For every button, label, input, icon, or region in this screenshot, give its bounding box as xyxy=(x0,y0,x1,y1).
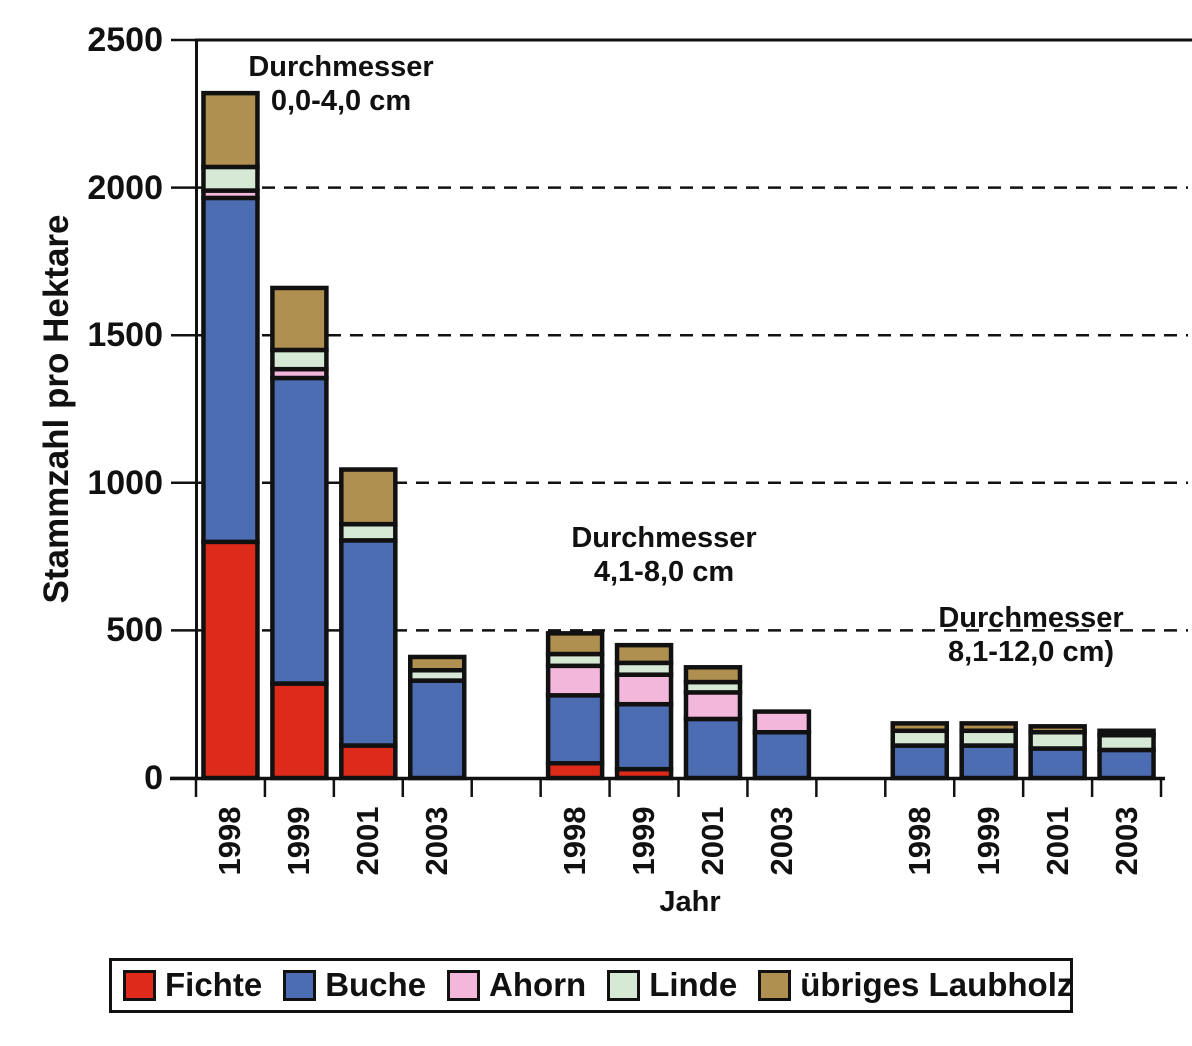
group-annotation-line: 4,1-8,0 cm xyxy=(593,556,735,588)
legend-item-ahorn: Ahorn xyxy=(447,968,586,1003)
bar-segment-buche xyxy=(614,701,674,772)
bar-segment-übriges-laubholz xyxy=(683,665,743,685)
x-tick-label-year: 1998 xyxy=(212,806,248,876)
bar-segment-buche xyxy=(959,743,1018,781)
bar-segment-ahorn xyxy=(752,709,812,735)
bar-segment-fichte xyxy=(339,743,398,781)
legend-swatch-fichte xyxy=(123,970,156,1001)
y-tick-label: 2500 xyxy=(87,21,163,59)
bar-segment-linde xyxy=(201,164,260,193)
legend-label: Fichte xyxy=(165,966,263,1003)
legend-item-übriges-laubholz: übriges Laubholz xyxy=(758,968,1073,1003)
bar-segment-ahorn xyxy=(614,672,674,707)
group-annotation-line: 8,1-12,0 cm) xyxy=(947,636,1115,668)
bar-segment-übriges-laubholz xyxy=(408,654,467,673)
bar-segment-übriges-laubholz xyxy=(1097,728,1156,738)
bar-segment-buche xyxy=(408,678,467,781)
bar-segment-ahorn xyxy=(683,690,743,722)
group-annotation-1: Durchmesser 0,0-4,0 cm xyxy=(171,50,511,118)
bar-segment-linde xyxy=(270,347,329,372)
bar-segment-buche xyxy=(1097,747,1156,781)
y-tick-label: 0 xyxy=(144,759,163,797)
x-tick-label-year: 2001 xyxy=(1039,806,1075,876)
bar-segment-linde xyxy=(339,521,398,543)
group-annotation-line: Durchmesser xyxy=(248,51,434,83)
y-tick-label: 2000 xyxy=(87,168,163,207)
legend-label: Linde xyxy=(649,966,738,1003)
bar-segment-übriges-laubholz xyxy=(614,642,674,666)
legend-swatch-ahorn xyxy=(447,970,481,1001)
bar-segment-buche xyxy=(201,195,260,545)
x-tick-label-year: 2003 xyxy=(763,806,799,876)
bar-segment-übriges-laubholz xyxy=(890,721,950,734)
legend-swatch-übriges-laubholz xyxy=(758,970,792,1001)
x-axis-title: Jahr xyxy=(659,886,721,918)
bar-segment-fichte xyxy=(270,681,329,781)
y-tick-label: 500 xyxy=(106,611,163,650)
y-tick-label: 1500 xyxy=(87,316,163,355)
x-tick-label-year: 1998 xyxy=(557,806,593,876)
x-tick-label-year: 2001 xyxy=(694,806,730,876)
bar-segment-buche xyxy=(683,716,743,781)
x-tick-label-year: 2003 xyxy=(419,806,455,876)
legend: Fichte Buche Ahorn Linde übriges Laubholz xyxy=(109,958,1073,1013)
legend-label: Ahorn xyxy=(489,966,587,1003)
bar-segment-linde xyxy=(1028,729,1087,751)
x-tick-label-year: 1999 xyxy=(626,806,662,876)
legend-swatch-buche xyxy=(283,970,317,1001)
bar-segment-übriges-laubholz xyxy=(545,631,605,657)
legend-label: übriges Laubholz xyxy=(800,966,1074,1003)
bar-segment-buche xyxy=(545,693,605,766)
bar-segment-ahorn xyxy=(545,663,605,698)
bar-segment-übriges-laubholz xyxy=(959,721,1018,734)
bar-segment-fichte xyxy=(201,539,260,781)
group-annotation-line: 0,0-4,0 cm xyxy=(270,85,412,117)
bar-segment-übriges-laubholz xyxy=(270,285,329,353)
bar-segment-buche xyxy=(752,729,812,781)
legend-item-linde: Linde xyxy=(607,968,737,1003)
x-tick-label-year: 1999 xyxy=(281,806,317,876)
bar-segment-übriges-laubholz xyxy=(201,90,260,170)
legend-item-buche: Buche xyxy=(283,968,426,1003)
x-tick-label-year: 1999 xyxy=(970,806,1006,876)
legend-swatch-linde xyxy=(607,970,641,1001)
bar-segment-übriges-laubholz xyxy=(1028,724,1087,735)
group-annotation-line: Durchmesser xyxy=(571,522,757,554)
y-tick-label: 1000 xyxy=(87,463,163,502)
x-tick-label-year: 2001 xyxy=(350,806,386,876)
legend-label: Buche xyxy=(325,966,427,1003)
bar-segment-übriges-laubholz xyxy=(339,467,398,527)
x-tick-label-year: 2003 xyxy=(1108,806,1144,876)
y-axis-title: Stammzahl pro Hektare xyxy=(37,214,76,604)
x-tick-label-year: 1998 xyxy=(901,806,937,876)
bar-segment-buche xyxy=(1028,746,1087,781)
group-annotation-line: Durchmesser xyxy=(938,602,1124,634)
bar-segment-buche xyxy=(890,743,950,781)
legend-item-fichte: Fichte xyxy=(123,968,262,1003)
bar-segment-buche xyxy=(339,538,398,748)
bar-segment-buche xyxy=(270,375,329,686)
group-annotation-3: Durchmesser 8,1-12,0 cm) xyxy=(861,601,1192,669)
group-annotation-2: Durchmesser 4,1-8,0 cm xyxy=(494,521,834,589)
